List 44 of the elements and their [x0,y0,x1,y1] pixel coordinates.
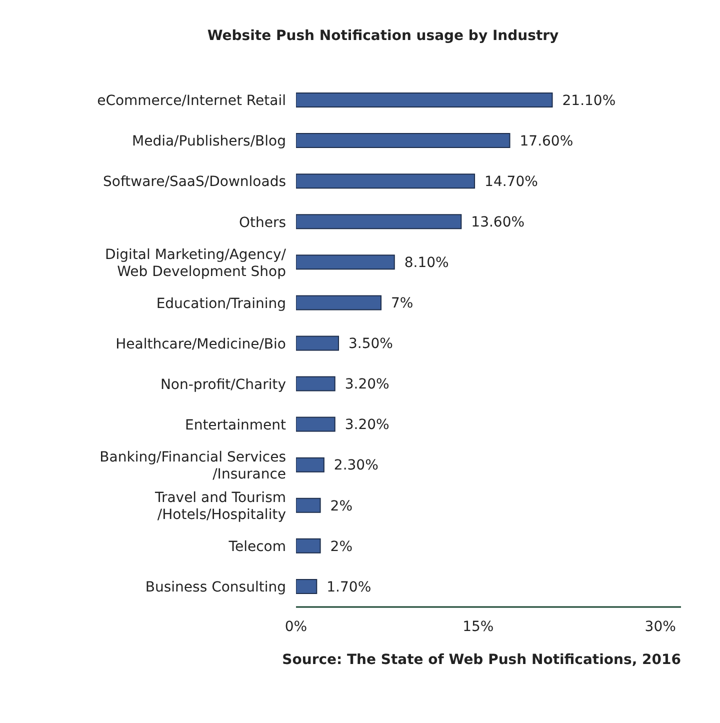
y-tick-label: Software/SaaS/Downloads [103,174,286,190]
bar [296,416,336,432]
source-note: Source: The State of Web Push Notifications, 2016 [281,652,682,668]
chart-title: Website Push Notification usage by Industry [206,27,560,45]
x-tick-label: 15% [462,618,494,635]
bar [296,254,395,270]
y-tick-label: eCommerce/Internet Retail [97,93,286,110]
data-label: 3.20% [344,417,390,434]
data-label: 2% [330,538,353,555]
y-tick-label: Others [238,214,286,231]
y-tick-label: Education/Training [156,296,286,312]
bar [296,498,321,513]
data-label: 2.30% [334,458,378,474]
y-tick-label: Non-profit/Charity [160,376,286,393]
bar [296,457,324,472]
bar [296,174,476,189]
y-tick-label: Healthcare/Medicine/Bio [116,336,286,352]
bar [296,133,510,148]
data-label: 14.70% [484,174,538,190]
data-label: 8.10% [404,255,449,272]
y-tick-label: Travel and Tourism /Hotels/Hospitality [154,490,286,524]
data-label: 7% [391,296,414,312]
bar [296,214,462,230]
data-label: 1.70% [326,579,372,596]
data-label: 13.60% [471,214,525,231]
data-label: 2% [330,498,353,514]
bar [296,538,321,554]
y-tick-label: Digital Marketing/Agency/ Web Development Shop [105,246,286,280]
data-label: 3.50% [348,336,393,352]
bar [296,336,340,351]
y-tick-label: Media/Publishers/Blog [132,134,286,150]
x-tick-label: 0% [284,618,308,635]
data-label: 21.10% [562,92,616,109]
data-label: 3.20% [344,376,390,393]
y-tick-label: Banking/Financial Services /Insurance [100,450,286,483]
bar [296,578,318,594]
x-tick-label: 30% [644,618,676,635]
data-label: 17.60% [520,133,574,150]
y-tick-label: Entertainment [184,417,286,434]
bar [296,92,553,108]
y-tick-label: Business Consulting [145,580,286,596]
bar [296,376,336,392]
y-tick-label: Telecom [228,539,286,556]
bar [296,295,382,310]
